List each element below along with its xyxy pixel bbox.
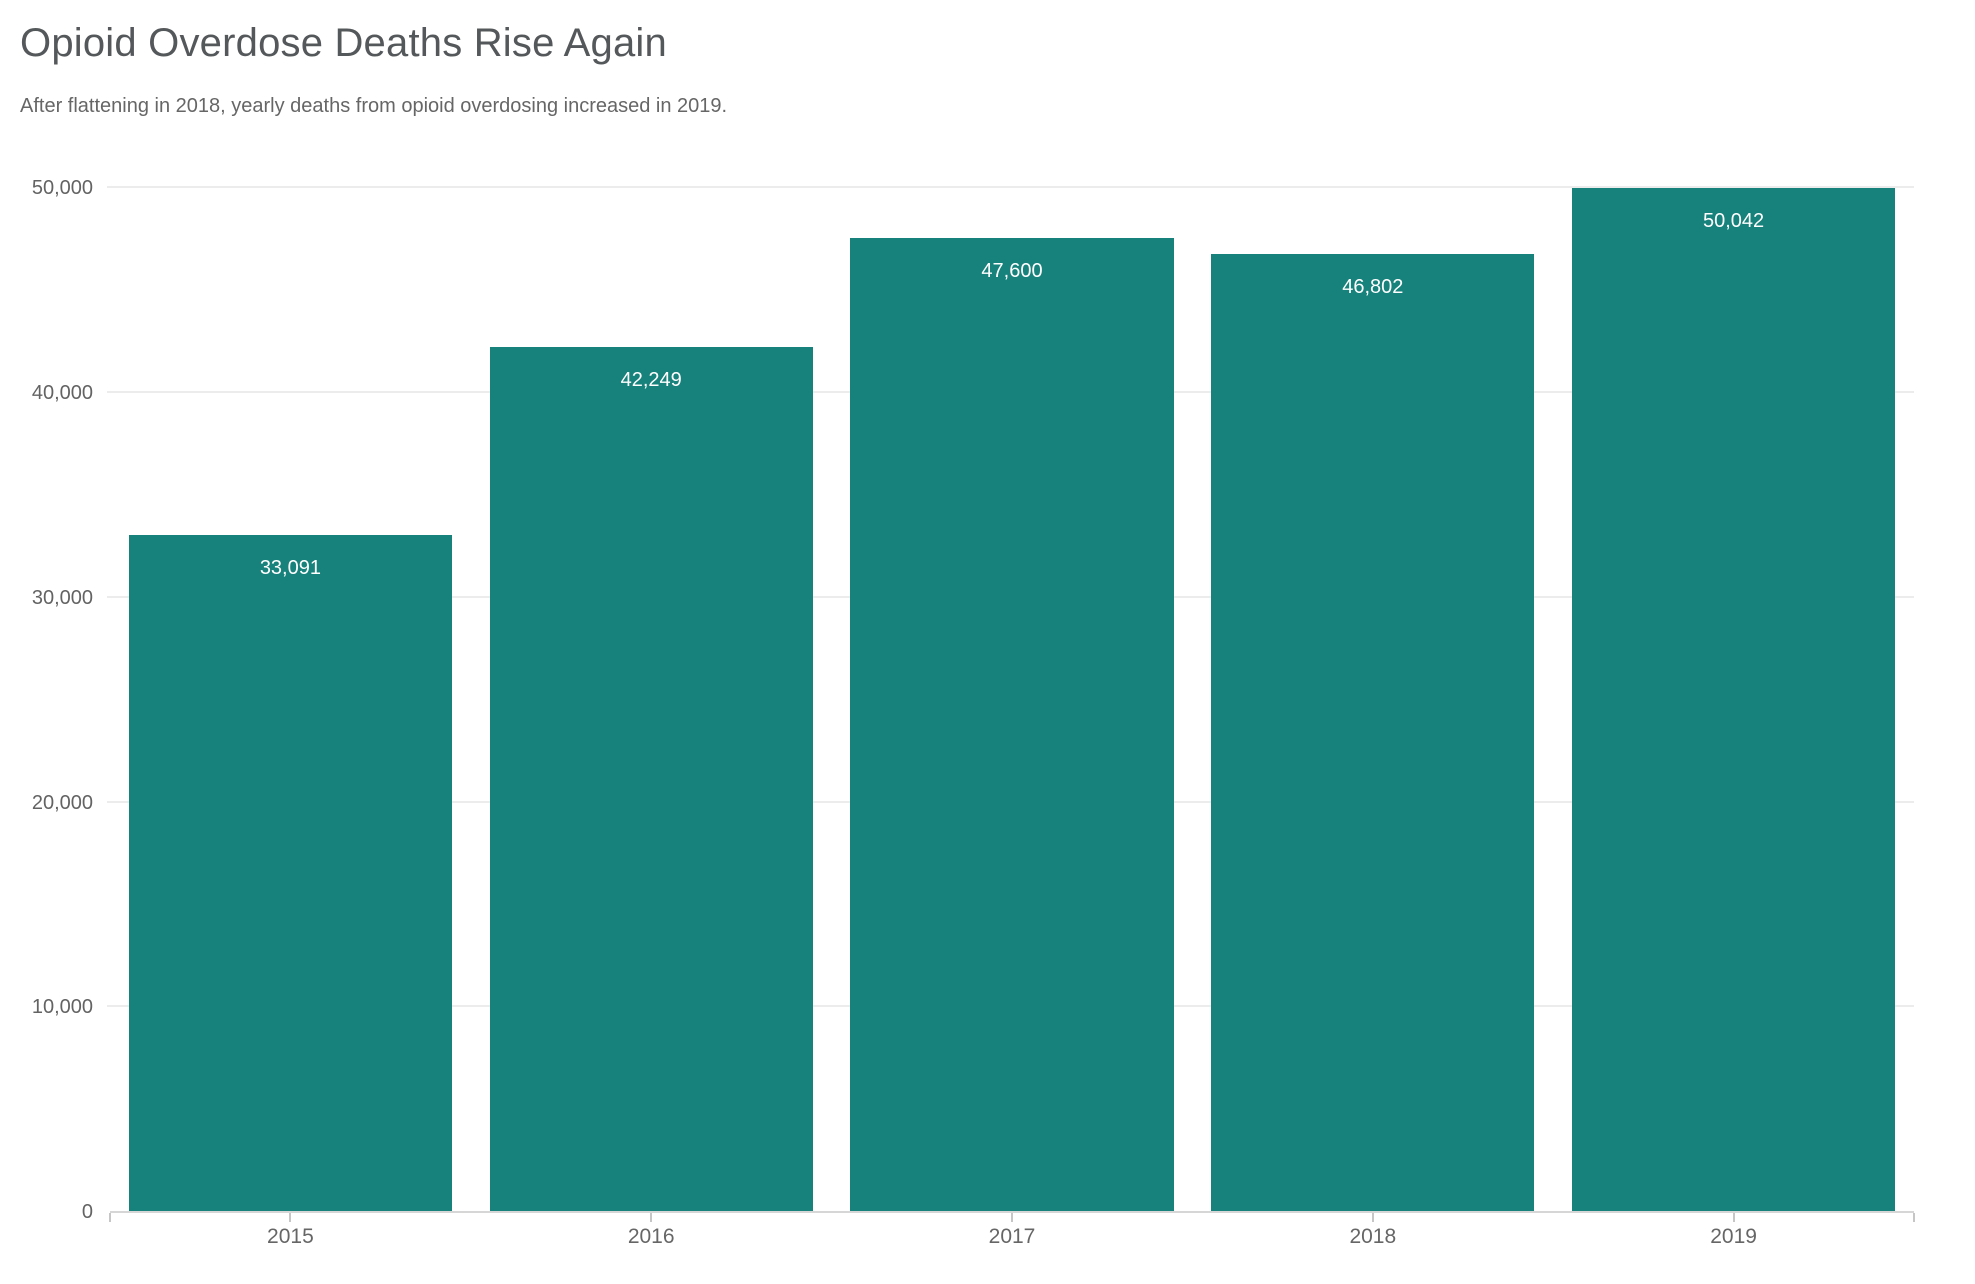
x-tick-2018	[1371, 1213, 1374, 1222]
bar-value-label-2015: 33,091	[259, 556, 321, 579]
bar-value-label-2019: 50,042	[1703, 209, 1765, 232]
bar-2019: 50,042	[1571, 187, 1896, 1212]
bar-2016: 42,249	[489, 347, 813, 1212]
chart-subtitle: After flattening in 2018, yearly deaths …	[20, 95, 728, 117]
x-tick-2015	[289, 1213, 292, 1222]
bar-slot-2016: 42,249	[471, 150, 832, 1212]
x-tick-2017	[1011, 1213, 1013, 1222]
plot-area: 33,091 42,249 47,600 46,802 50,042	[107, 150, 1915, 1222]
y-tick-label-50000: 50,000	[31, 177, 93, 200]
y-tick-label-0: 0	[81, 1201, 93, 1223]
bar-value-label-2016: 42,249	[620, 369, 682, 392]
gridline-50000	[107, 186, 1914, 189]
chart-title: Opioid Overdose Deaths Rise Again	[20, 21, 667, 65]
x-axis-tick-labels: 2015 2016 2017 2018 2019	[110, 1224, 1914, 1254]
x-tick-label-2015: 2015	[267, 1225, 314, 1248]
bar-series: 33,091 42,249 47,600 46,802 50,042	[110, 150, 1914, 1212]
x-tick-2016	[650, 1213, 653, 1222]
x-tick-label-2016: 2016	[627, 1225, 675, 1248]
x-tick-2019	[1732, 1213, 1735, 1222]
bar-value-label-2018: 46,802	[1342, 275, 1404, 298]
bar-slot-2018: 46,802	[1192, 150, 1553, 1212]
y-tick-label-40000: 40,000	[31, 382, 93, 405]
x-axis-line	[110, 1211, 1914, 1213]
x-tick-label-2019: 2019	[1710, 1225, 1757, 1248]
bar-2017: 47,600	[850, 237, 1174, 1212]
x-tick-axis-start	[109, 1213, 111, 1222]
x-axis-ticks	[109, 1212, 1915, 1224]
bar-slot-2015: 33,091	[110, 150, 471, 1212]
x-tick-label-2018: 2018	[1349, 1225, 1397, 1248]
bar-2015: 33,091	[128, 534, 453, 1212]
y-axis-labels: 0 10,000 20,000 30,000 40,000 50,000	[0, 150, 93, 1223]
bar-slot-2017: 47,600	[832, 150, 1193, 1212]
x-tick-axis-end	[1913, 1213, 1915, 1222]
y-tick-label-10000: 10,000	[31, 996, 93, 1019]
y-tick-label-20000: 20,000	[31, 791, 93, 814]
x-tick-label-2017: 2017	[988, 1225, 1036, 1248]
bar-value-label-2017: 47,600	[981, 259, 1043, 282]
bar-slot-2019: 50,042	[1553, 150, 1914, 1212]
y-tick-label-30000: 30,000	[31, 586, 93, 609]
bar-2018: 46,802	[1211, 253, 1535, 1212]
